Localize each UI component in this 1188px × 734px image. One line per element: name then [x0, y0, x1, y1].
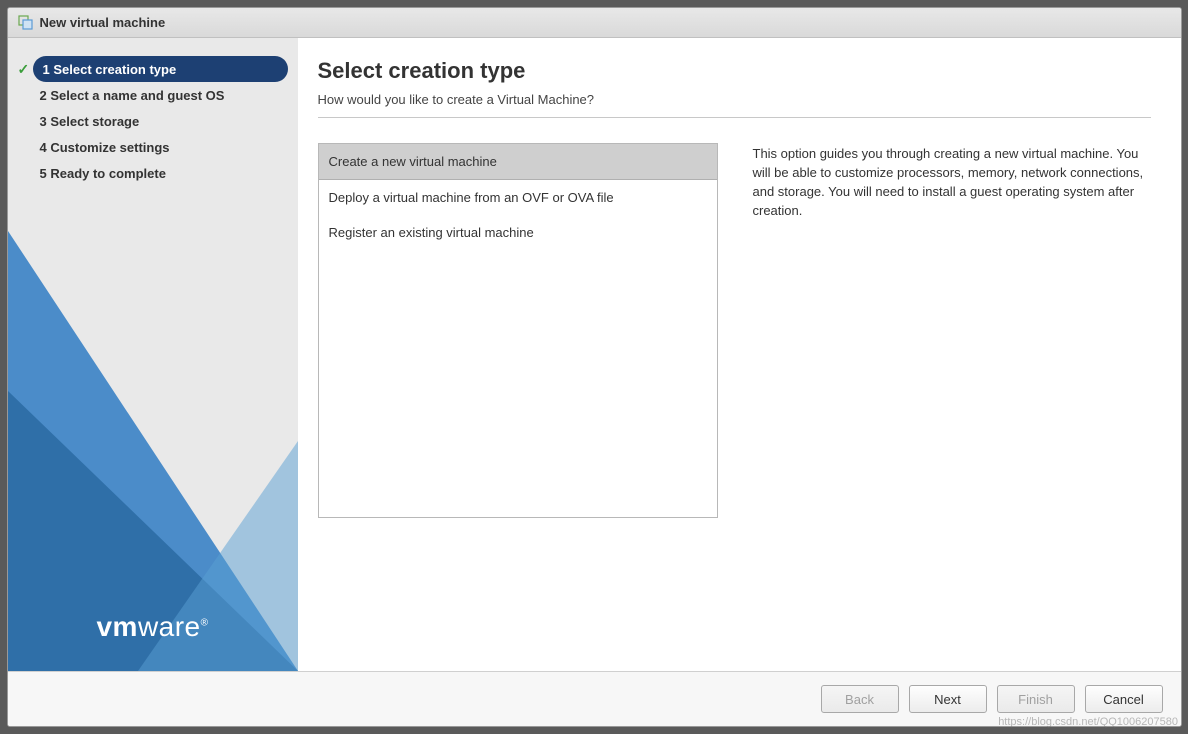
page-subtitle: How would you like to create a Virtual M…: [318, 92, 1151, 107]
creation-option-0[interactable]: Create a new virtual machine: [319, 144, 717, 180]
creation-options-list: Create a new virtual machineDeploy a vir…: [318, 143, 718, 518]
step-2[interactable]: ✓2 Select a name and guest OS: [8, 82, 298, 108]
check-icon: ✓: [18, 61, 30, 78]
step-label: 2 Select a name and guest OS: [40, 88, 225, 103]
dialog-body: ✓1 Select creation type✓2 Select a name …: [8, 38, 1181, 671]
titlebar: New virtual machine: [8, 8, 1181, 38]
step-label: 1 Select creation type: [43, 62, 177, 77]
option-description: This option guides you through creating …: [753, 143, 1151, 661]
step-list: ✓1 Select creation type✓2 Select a name …: [8, 56, 298, 186]
content-area: Create a new virtual machineDeploy a vir…: [318, 143, 1151, 661]
sidebar-decoration: [8, 231, 298, 671]
next-button[interactable]: Next: [909, 685, 987, 713]
creation-option-2[interactable]: Register an existing virtual machine: [319, 215, 717, 250]
vm-icon: [18, 15, 34, 31]
watermark: https://blog.csdn.net/QQ1006207580: [998, 716, 1178, 728]
sidebar: ✓1 Select creation type✓2 Select a name …: [8, 38, 298, 671]
cancel-button[interactable]: Cancel: [1085, 685, 1163, 713]
vmware-logo: vmware®: [8, 611, 298, 643]
page-title: Select creation type: [318, 58, 1151, 84]
divider: [318, 117, 1151, 118]
wizard-dialog: New virtual machine ✓1 Select creation t…: [7, 7, 1182, 727]
back-button[interactable]: Back: [821, 685, 899, 713]
step-label: 5 Ready to complete: [40, 166, 166, 181]
dialog-title: New virtual machine: [40, 15, 166, 30]
main-panel: Select creation type How would you like …: [298, 38, 1181, 671]
step-1[interactable]: ✓1 Select creation type: [33, 56, 288, 82]
step-label: 4 Customize settings: [40, 140, 170, 155]
step-4[interactable]: ✓4 Customize settings: [8, 134, 298, 160]
finish-button[interactable]: Finish: [997, 685, 1075, 713]
step-3[interactable]: ✓3 Select storage: [8, 108, 298, 134]
step-5[interactable]: ✓5 Ready to complete: [8, 160, 298, 186]
creation-option-1[interactable]: Deploy a virtual machine from an OVF or …: [319, 180, 717, 215]
step-label: 3 Select storage: [40, 114, 140, 129]
